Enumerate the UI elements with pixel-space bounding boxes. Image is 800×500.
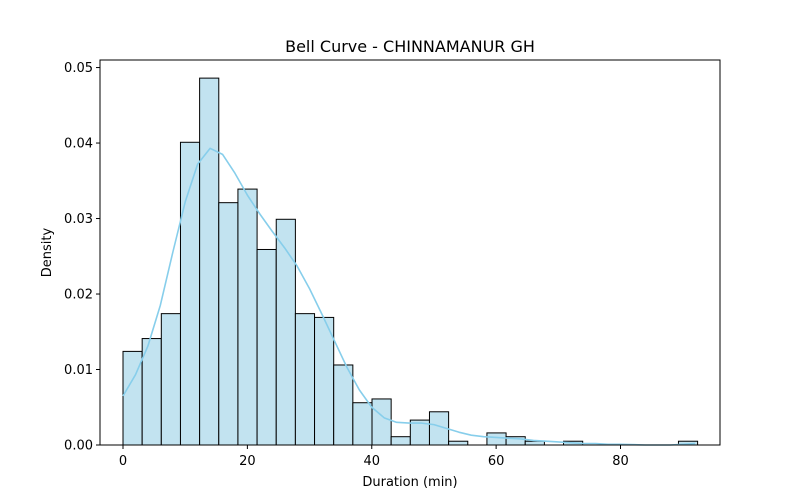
histogram-bar [314,316,335,446]
y-tick-label: 0.04 [64,137,93,152]
y-tick-label: 0.03 [64,212,93,227]
histogram-bar [237,188,258,446]
x-axis: 0 20 40 60 80 [119,445,629,469]
bars-group [122,77,699,446]
x-axis-label: Duration (min) [362,475,457,490]
histogram-bar [218,202,239,446]
histogram-bar [524,440,545,446]
histogram-bar [294,313,316,446]
histogram-bar [371,398,392,446]
histogram-bar [448,440,469,446]
histogram-bar [333,364,354,446]
histogram-bar [256,248,277,446]
kde-group [122,147,696,446]
y-tick-label: 0.05 [64,61,93,76]
kde-curve [122,147,696,446]
histogram-bar [390,436,411,446]
plot-frame [99,59,721,446]
histogram-bar [160,313,181,446]
x-tick-label: 40 [363,454,380,469]
histogram-bar [275,218,296,446]
histogram-bar [352,402,373,446]
y-tick-label: 0.01 [64,363,93,378]
y-tick-label: 0.02 [64,288,93,303]
x-tick-label: 0 [119,454,127,469]
x-tick-label: 20 [239,454,256,469]
histogram-bar [199,77,220,446]
x-tick-label: 60 [488,454,505,469]
histogram-bar [486,432,507,446]
y-axis: 0.00 0.01 0.02 0.03 0.04 0.05 [64,61,100,454]
chart-title: Bell Curve - CHINNAMANUR GH [285,37,535,56]
x-tick-label: 80 [612,454,629,469]
y-tick-label: 0.00 [64,439,93,454]
y-axis-label: Density [40,227,55,277]
